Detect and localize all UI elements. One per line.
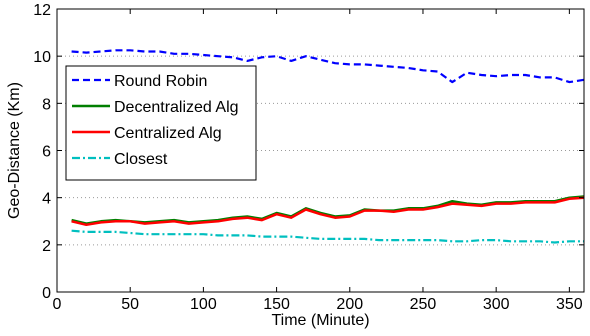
legend-box: [65, 65, 257, 181]
legend-label-3: Closest: [114, 151, 168, 168]
y-axis-label: Geo-Distance (Km): [6, 82, 23, 219]
legend-label-1: Decentralized Alg: [114, 99, 239, 116]
x-tick-label: 150: [263, 296, 290, 313]
series-lines: [71, 49, 585, 244]
axis-ticks: 0 2 4 6 8 10 12 0 50 100 150 200 250 300 350: [33, 2, 584, 313]
series-line-3: [71, 229, 584, 244]
y-tick-label: 4: [42, 191, 51, 208]
x-tick-label: 250: [410, 296, 437, 313]
x-axis-label: Time (Minute): [271, 312, 369, 329]
x-tick-label: 0: [53, 296, 62, 313]
y-tick-label: 6: [42, 144, 51, 161]
y-tick-label: 8: [42, 96, 51, 113]
y-tick-label: 2: [42, 238, 51, 255]
legend-label-2: Centralized Alg: [114, 125, 222, 142]
x-tick-label: 300: [483, 296, 510, 313]
y-tick-label: 12: [33, 2, 51, 19]
series-line-0: [71, 49, 585, 84]
x-tick-label: 50: [121, 296, 139, 313]
legend-label-0: Round Robin: [114, 73, 207, 90]
series-line-1: [71, 195, 585, 225]
series-line-2: [71, 196, 585, 227]
x-tick-label: 350: [556, 296, 583, 313]
x-tick-label: 100: [190, 296, 217, 313]
y-tick-label: 10: [33, 49, 51, 66]
y-tick-label: 0: [42, 285, 51, 302]
x-tick-label: 200: [336, 296, 363, 313]
legend: Round Robin Decentralized Alg Centralized …: [65, 65, 257, 181]
